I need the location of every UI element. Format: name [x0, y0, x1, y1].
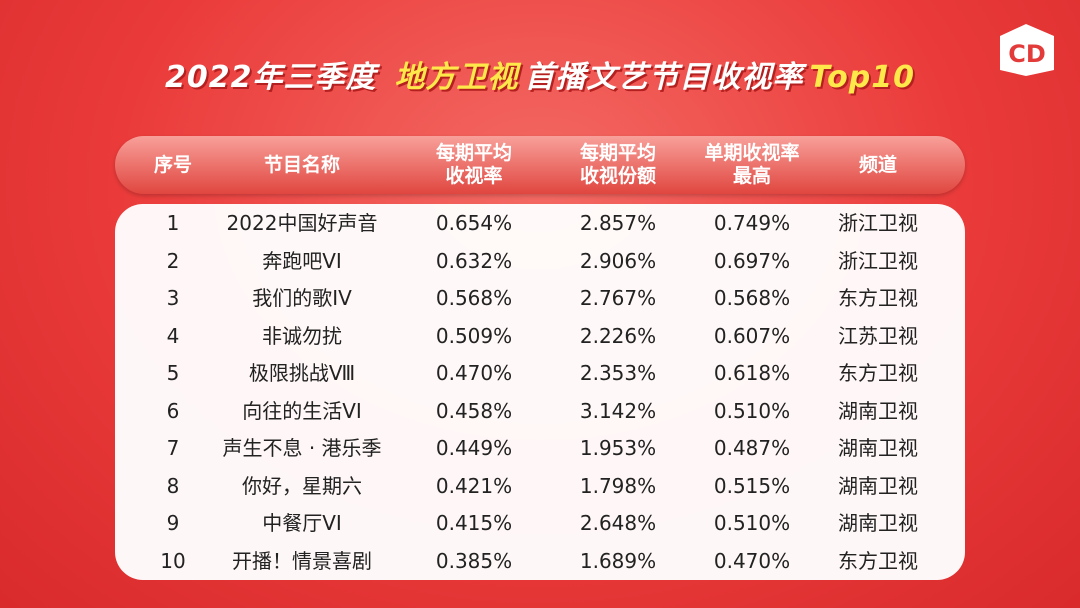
rank: 9 — [166, 511, 180, 535]
title-highlight: Top10 — [809, 60, 915, 95]
header-line: 收视率 — [445, 165, 503, 187]
table-cell: 中餐厅VI — [262, 511, 342, 535]
table-cell: 2.857% — [579, 211, 657, 235]
svg-text:CD: CD — [1008, 40, 1046, 68]
table-cell: 0.749% — [713, 211, 791, 235]
table-cell: 2.906% — [579, 248, 657, 273]
title-text: 首播文艺节目收视率 — [524, 60, 804, 95]
header-line: 每期平均 — [435, 142, 513, 164]
table-cell: 东方卫视 — [838, 361, 918, 385]
table-cell: 2022中国好声音 — [226, 211, 378, 235]
table-cell: 极限挑战Ⅷ — [248, 361, 356, 385]
table-header: 序号 节目名称 每期平均 收视率 每期平均 收视份额 单期收视率 最高 频道 — [115, 136, 965, 194]
header-line: 频道 — [858, 153, 898, 176]
table-cell: 奔跑吧VI — [262, 248, 342, 273]
header-line: 每期平均 — [579, 142, 657, 164]
rank: 2 — [166, 248, 180, 273]
header-line: 收视份额 — [579, 165, 657, 187]
rank: 7 — [166, 436, 180, 460]
table-cell: 湖南卫视 — [838, 436, 918, 460]
table-cell: 非诚勿扰 — [262, 323, 342, 348]
header-line: 最高 — [732, 165, 772, 187]
rank: 3 — [166, 286, 180, 310]
rank: 8 — [166, 473, 180, 498]
header-cell: 每期平均 收视率 — [436, 142, 512, 188]
table-cell: 0.568% — [713, 286, 791, 310]
table-cell: 0.515% — [713, 473, 791, 498]
table-cell: 2.226% — [579, 323, 657, 348]
table-cell: 0.654% — [435, 211, 513, 235]
header-line: 节目名称 — [263, 153, 341, 176]
header-cell: 节目名称 — [264, 154, 340, 177]
table-cell: 0.607% — [713, 323, 791, 348]
table-cell: 东方卫视 — [838, 548, 918, 573]
table-cell: 东方卫视 — [838, 286, 918, 310]
table-cell: 湖南卫视 — [838, 473, 918, 498]
table-cell: 2.648% — [579, 511, 657, 535]
title-text: 2022年三季度 — [165, 60, 377, 95]
table-cell: 2.767% — [579, 286, 657, 310]
rank: 6 — [166, 398, 180, 423]
table-cell: 0.618% — [713, 361, 791, 385]
table-cell: 1.689% — [579, 548, 657, 573]
header-cell: 单期收视率 最高 — [704, 142, 799, 188]
header-cell: 每期平均 收视份额 — [580, 142, 656, 188]
table-cell: 0.458% — [435, 398, 513, 423]
header-cell: 序号 — [154, 154, 192, 177]
table-cell: 0.385% — [435, 548, 513, 573]
table-cell: 0.487% — [713, 436, 791, 460]
table-cell: 2.353% — [579, 361, 657, 385]
table-cell: 0.509% — [435, 323, 513, 348]
header-line: 序号 — [153, 153, 193, 176]
table-cell: 1.798% — [579, 473, 657, 498]
header-line: 单期收视率 — [704, 142, 800, 164]
table-cell: 0.568% — [435, 286, 513, 310]
rank: 10 — [160, 548, 186, 573]
table-cell: 0.510% — [713, 398, 791, 423]
table-cell: 3.142% — [579, 398, 657, 423]
header-cell: 频道 — [859, 154, 897, 177]
table-cell: 浙江卫视 — [838, 248, 918, 273]
table-cell: 向往的生活VI — [242, 398, 362, 423]
table-cell: 1.953% — [579, 436, 657, 460]
table-cell: 0.415% — [435, 511, 513, 535]
table-cell: 0.470% — [435, 361, 513, 385]
table-cell: 湖南卫视 — [838, 511, 918, 535]
rank: 1 — [166, 211, 180, 235]
title-highlight: 地方卫视 — [394, 60, 519, 95]
table-cell: 0.510% — [713, 511, 791, 535]
logo: CD — [1000, 24, 1054, 76]
table-cell: 0.697% — [713, 248, 791, 273]
table-cell: 0.470% — [713, 548, 791, 573]
table-cell: 我们的歌IV — [252, 286, 352, 310]
rank: 4 — [166, 323, 180, 348]
title: 2022年三季度 地方卫视 首播文艺节目收视率 Top10 — [0, 52, 1080, 96]
table-cell: 声生不息 · 港乐季 — [222, 436, 382, 460]
table-cell: 开播！情景喜剧 — [232, 548, 372, 573]
table-cell: 你好，星期六 — [242, 473, 362, 498]
table-cell: 0.449% — [435, 436, 513, 460]
table-cell: 浙江卫视 — [838, 211, 918, 235]
table-cell: 湖南卫视 — [838, 398, 918, 423]
table-cell: 0.421% — [435, 473, 513, 498]
table-cell: 江苏卫视 — [838, 323, 918, 348]
table-body: 1 2022中国好声音 0.654% 2.857% 0.749% 浙江卫视 2 奔跑吧VI 0.… — [115, 204, 965, 580]
rank: 5 — [166, 361, 180, 385]
table-cell: 0.632% — [435, 248, 513, 273]
